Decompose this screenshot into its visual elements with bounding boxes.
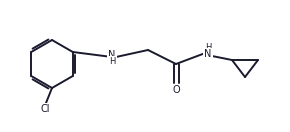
Text: O: O <box>172 85 180 95</box>
Text: Cl: Cl <box>40 104 50 114</box>
Text: N: N <box>204 49 212 59</box>
Text: H: H <box>109 58 115 67</box>
Text: H: H <box>205 43 211 51</box>
Text: N: N <box>108 50 116 60</box>
